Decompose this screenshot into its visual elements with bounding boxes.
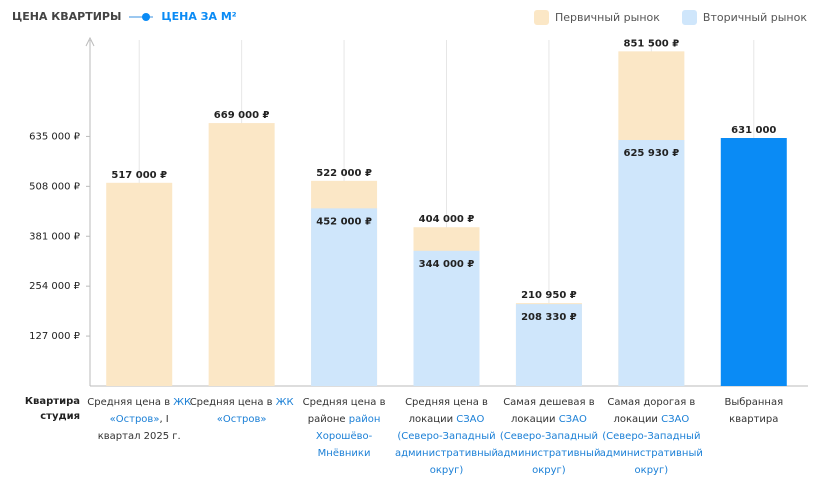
y-tick-label: 127 000 ₽ (29, 331, 81, 342)
x-category: Средняя цена в ЖК «Остров» (190, 394, 294, 428)
legend: Первичный рынок Вторичный рынок (534, 10, 807, 25)
value-label: 669 000 ₽ (214, 110, 270, 121)
row-label: Квартира студия (24, 396, 80, 422)
x-category: Средняя цена в локации СЗАО (Северо-Запа… (395, 394, 499, 479)
category-link[interactable]: СЗАО (Северо-Западный административный о… (599, 414, 703, 476)
value-label: 517 000 ₽ (111, 170, 167, 181)
legend-swatch (534, 10, 549, 25)
toggle[interactable] (129, 12, 154, 22)
legend-label: Первичный рынок (555, 11, 660, 24)
category-link[interactable]: СЗАО (Северо-Западный административный о… (497, 414, 601, 476)
x-category: Самая дорогая в локации СЗАО (Северо-Зап… (599, 394, 703, 479)
category-link[interactable]: ЖК «Остров» (216, 397, 294, 425)
legend-label: Вторичный рынок (702, 11, 807, 24)
value-label: 344 000 ₽ (419, 259, 475, 270)
x-category: Самая дешевая в локации СЗАО (Северо-Зап… (497, 394, 601, 479)
x-category: Средняя цена в районе район Хорошёво-Мнё… (292, 394, 396, 462)
category-text: Самая дешевая в локации (503, 397, 595, 425)
value-label: 522 000 ₽ (316, 168, 372, 179)
bar (618, 139, 685, 386)
value-label: 625 930 ₽ (624, 148, 680, 159)
x-category: Выбранная квартира (702, 394, 806, 428)
legend-item: Первичный рынок (534, 10, 660, 25)
category-link[interactable]: район Хорошёво-Мнёвники (315, 414, 381, 459)
category-text: Средняя цена в районе (302, 397, 386, 425)
value-label: 210 950 ₽ (521, 290, 577, 301)
category-text: Средняя цена в локации (405, 397, 488, 425)
category-text: Самая дорогая в локации (607, 397, 696, 425)
y-tick-label: 635 000 ₽ (29, 131, 81, 142)
value-label: 208 330 ₽ (521, 312, 577, 323)
value-label: 631 000 (731, 125, 776, 136)
tabs: ЦЕНА КВАРТИРЫ ЦЕНА ЗА М² (12, 10, 237, 23)
bar (311, 208, 378, 386)
category-link[interactable]: СЗАО (Северо-Западный административный о… (394, 414, 499, 476)
y-tick-label: 381 000 ₽ (29, 231, 81, 242)
category-text: Выбранная квартира (724, 397, 784, 425)
category-text: Средняя цена в (189, 397, 273, 408)
legend-swatch (681, 10, 697, 25)
bar (413, 250, 480, 386)
bar (720, 138, 787, 386)
tab[interactable]: ЦЕНА ЗА М² (161, 10, 237, 23)
category-text: Средняя цена в (87, 397, 171, 408)
x-category: Средняя цена в ЖК «Остров», I квартал 20… (87, 394, 191, 445)
category-note: , I квартал 2025 г. (97, 414, 181, 442)
axis-arrow (85, 36, 95, 47)
value-label: 452 000 ₽ (316, 216, 372, 227)
y-tick-label: 508 000 ₽ (29, 181, 81, 192)
value-label: 404 000 ₽ (419, 214, 475, 225)
legend-item: Вторичный рынок (681, 10, 807, 25)
value-label: 851 500 ₽ (624, 38, 680, 49)
y-tick-label: 254 000 ₽ (29, 281, 81, 292)
bar (515, 304, 582, 386)
tab[interactable]: ЦЕНА КВАРТИРЫ (12, 10, 122, 23)
category-link[interactable]: ЖК «Остров» (109, 397, 192, 425)
bar (208, 123, 275, 386)
bar (106, 182, 173, 386)
